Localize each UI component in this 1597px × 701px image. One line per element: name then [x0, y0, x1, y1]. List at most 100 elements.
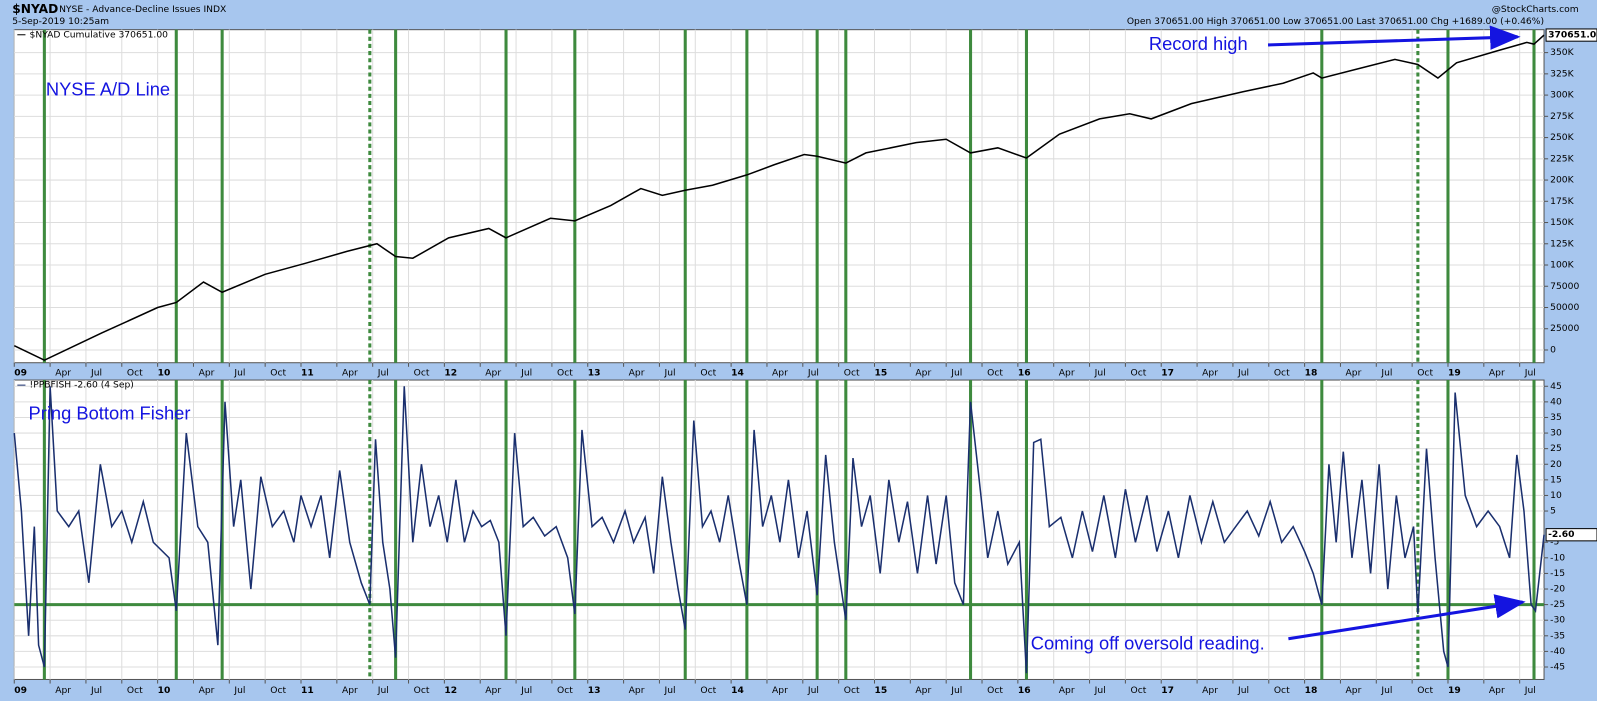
x-tick-label: Apr	[915, 367, 931, 378]
y-tick-label: -45	[1550, 661, 1565, 672]
x-tick-label: Jul	[950, 685, 962, 696]
x-tick-label: Oct	[987, 685, 1003, 696]
x-tick-label: Apr	[342, 685, 358, 696]
annotation: Record high	[1149, 33, 1248, 54]
x-tick-label: Oct	[414, 685, 430, 696]
x-tick-label: 16	[1018, 367, 1031, 378]
y-tick-label: 15	[1550, 474, 1562, 485]
x-tick-label: Jul	[520, 685, 532, 696]
y-tick-label: 25	[1550, 443, 1562, 454]
y-tick-label: 200K	[1550, 175, 1574, 186]
last-value-box	[1545, 28, 1597, 42]
x-tick-label: Jul	[1380, 367, 1392, 378]
x-tick-label: 19	[1448, 367, 1461, 378]
x-tick-label: Jul	[950, 367, 962, 378]
x-tick-label: 11	[301, 685, 314, 696]
x-tick-label: 17	[1161, 685, 1174, 696]
x-tick-label: 12	[444, 685, 457, 696]
x-tick-label: Jul	[1094, 685, 1106, 696]
last-value-box	[1545, 528, 1597, 542]
y-tick-label: 175K	[1550, 196, 1574, 207]
x-tick-label: 11	[301, 367, 314, 378]
last-value-label: -2.60	[1548, 529, 1574, 540]
x-tick-label: Oct	[987, 367, 1003, 378]
x-tick-label: Apr	[1059, 685, 1075, 696]
y-tick-label: 75000	[1550, 281, 1579, 292]
x-tick-label: Oct	[557, 367, 573, 378]
x-tick-label: Apr	[55, 367, 71, 378]
y-tick-label: 150K	[1550, 217, 1574, 228]
x-tick-label: 13	[588, 685, 601, 696]
legend-label: !PPBFISH -2.60 (4 Sep)	[30, 380, 134, 391]
y-tick-label: 30	[1550, 428, 1562, 439]
y-tick-label: 275K	[1550, 111, 1574, 122]
symbol: $NYAD	[12, 2, 58, 16]
x-tick-label: 19	[1448, 685, 1461, 696]
x-tick-label: 16	[1018, 685, 1031, 696]
y-tick-label: 5	[1550, 506, 1556, 517]
x-tick-label: 18	[1305, 685, 1318, 696]
x-tick-label: Apr	[55, 685, 71, 696]
y-tick-label: -30	[1550, 615, 1565, 626]
x-tick-label: 09	[14, 367, 27, 378]
plot-area	[13, 29, 1545, 364]
x-tick-label: Jul	[664, 685, 676, 696]
x-tick-label: Oct	[1274, 685, 1290, 696]
x-tick-label: Oct	[127, 367, 143, 378]
quote: Open 370651.00 High 370651.00 Low 370651…	[1127, 16, 1544, 27]
x-tick-label: Jul	[807, 367, 819, 378]
y-tick-label: -10	[1550, 552, 1565, 563]
x-tick-label: Jul	[664, 367, 676, 378]
x-tick-label: Oct	[270, 367, 286, 378]
x-tick-label: 10	[158, 685, 171, 696]
x-tick-label: Oct	[557, 685, 573, 696]
y-tick-label: -40	[1550, 646, 1565, 657]
x-tick-label: 15	[874, 367, 887, 378]
y-tick-label: 325K	[1550, 68, 1574, 79]
x-tick-label: Apr	[485, 367, 501, 378]
x-tick-label: 09	[14, 685, 27, 696]
x-tick-label: Oct	[1417, 685, 1433, 696]
x-tick-label: Jul	[1524, 367, 1536, 378]
y-tick-label: 40	[1550, 396, 1562, 407]
y-tick-label: 35	[1550, 412, 1562, 423]
x-tick-label: Oct	[414, 367, 430, 378]
x-tick-label: Apr	[772, 685, 788, 696]
series-line	[13, 386, 1545, 674]
annotation: Pring Bottom Fisher	[29, 403, 191, 424]
x-tick-label: Jul	[1237, 367, 1249, 378]
y-tick-label: -5	[1550, 537, 1559, 548]
x-tick-label: 10	[158, 367, 171, 378]
x-tick-label: Apr	[1489, 685, 1505, 696]
x-tick-label: Oct	[700, 367, 716, 378]
timestamp: 5-Sep-2019 10:25am	[12, 16, 109, 27]
x-tick-label: Jul	[377, 367, 389, 378]
x-tick-label: Oct	[844, 367, 860, 378]
y-tick-label: 100K	[1550, 260, 1574, 271]
x-tick-label: Jul	[1094, 367, 1106, 378]
x-tick-label: Apr	[1346, 685, 1362, 696]
y-tick-label: -20	[1550, 584, 1565, 595]
y-tick-label: 225K	[1550, 153, 1574, 164]
plot-area	[13, 379, 1545, 680]
x-tick-label: Jul	[90, 367, 102, 378]
y-tick-label: 125K	[1550, 238, 1574, 249]
x-tick-label: 14	[731, 367, 744, 378]
y-tick-label: 250K	[1550, 132, 1574, 143]
series-line	[13, 34, 1545, 362]
x-tick-label: 17	[1161, 367, 1174, 378]
x-tick-label: Apr	[342, 367, 358, 378]
x-tick-label: Oct	[1274, 367, 1290, 378]
x-tick-label: Apr	[199, 367, 215, 378]
x-tick-label: Apr	[1202, 367, 1218, 378]
annotation-arrow	[1267, 25, 1521, 50]
x-tick-label: Jul	[1524, 685, 1536, 696]
x-tick-label: Apr	[1489, 367, 1505, 378]
x-tick-label: Apr	[1202, 685, 1218, 696]
x-tick-label: Apr	[629, 367, 645, 378]
x-tick-label: Apr	[772, 367, 788, 378]
x-tick-label: 12	[444, 367, 457, 378]
y-tick-label: -35	[1550, 630, 1565, 641]
y-tick-label: 350K	[1550, 47, 1574, 58]
security-name: NYSE - Advance-Decline Issues INDX	[59, 4, 226, 15]
